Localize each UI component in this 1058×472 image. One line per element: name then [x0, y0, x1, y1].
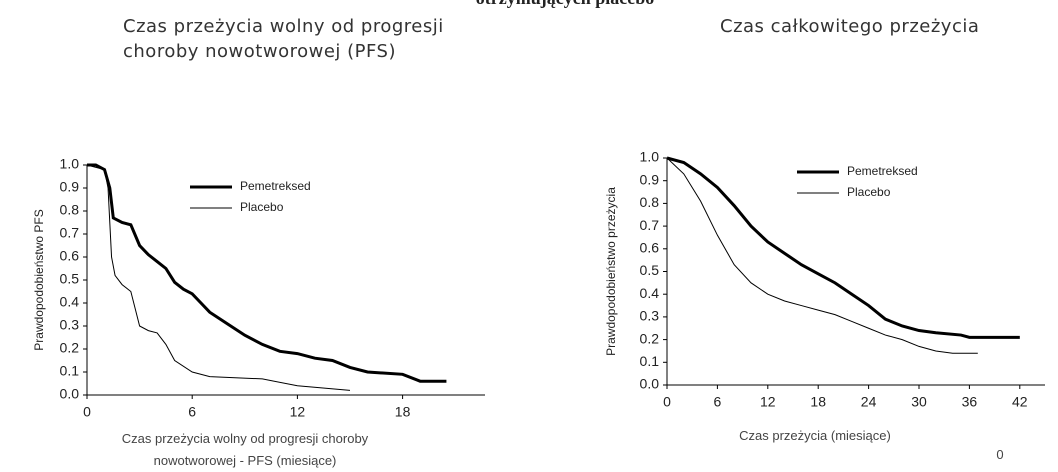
y-tick-label: 0.1 — [60, 363, 80, 379]
y-tick-label: 0.4 — [640, 285, 660, 301]
x-tick-label: 42 — [1012, 394, 1028, 410]
x-axis-label: Czas przeżycia wolny od progresji chorob… — [121, 431, 369, 468]
x-tick-label: 24 — [861, 394, 877, 410]
x-tick-label: 6 — [714, 394, 722, 410]
y-tick-label: 0.6 — [640, 240, 660, 256]
x-tick-label: 0 — [83, 404, 91, 420]
x-tick-label: 30 — [911, 394, 927, 410]
y-tick-label: 0.8 — [640, 194, 660, 210]
y-tick-label: 0.0 — [640, 376, 660, 392]
x-tick-label: 18 — [395, 404, 411, 420]
chart-title: Czas przeżycia wolny od progresji chorob… — [123, 16, 444, 62]
y-axis-label: Prawdopodobieństwo PFS — [32, 209, 46, 350]
x-tick-label: 12 — [760, 394, 776, 410]
km-curve — [86, 164, 351, 391]
y-tick-label: 0.7 — [60, 225, 80, 241]
y-tick-label: 0.5 — [60, 271, 80, 287]
annotation: 0 — [996, 447, 1004, 462]
x-tick-label: 12 — [290, 404, 306, 420]
x-tick-label: 6 — [188, 404, 196, 420]
y-tick-label: 1.0 — [640, 149, 660, 165]
chart-title: Czas całkowitego przeżycia — [720, 16, 980, 37]
y-tick-label: 0.9 — [640, 171, 660, 187]
km-curve — [87, 163, 447, 383]
y-tick-label: 0.8 — [60, 202, 80, 218]
legend-label: Pemetreksed — [240, 179, 311, 193]
legend-label: Placebo — [847, 185, 891, 199]
y-tick-label: 0.7 — [640, 217, 660, 233]
y-tick-label: 0.1 — [640, 353, 660, 369]
legend-label: Placebo — [240, 200, 284, 214]
y-tick-label: 0.3 — [60, 317, 80, 333]
y-tick-label: 0.5 — [640, 262, 660, 278]
y-tick-label: 0.4 — [60, 294, 80, 310]
y-tick-label: 0.6 — [60, 248, 80, 264]
km-curve — [666, 157, 978, 354]
x-tick-label: 18 — [810, 394, 826, 410]
legend-label: Pemetreksed — [847, 164, 918, 178]
y-tick-label: 0.2 — [60, 340, 80, 356]
page-title: otrzymujących placebo — [0, 0, 1058, 9]
y-axis-label: Prawdopodobieństwo przeżycia — [604, 187, 618, 356]
km-curve — [666, 156, 1020, 339]
x-tick-label: 36 — [962, 394, 978, 410]
x-tick-label: 0 — [663, 394, 671, 410]
x-axis-label: Czas przeżycia (miesiące) — [739, 428, 891, 443]
y-tick-label: 1.0 — [60, 156, 80, 172]
y-tick-label: 0.9 — [60, 179, 80, 195]
y-tick-label: 0.3 — [640, 308, 660, 324]
y-tick-label: 0.0 — [60, 386, 80, 402]
y-tick-label: 0.2 — [640, 330, 660, 346]
